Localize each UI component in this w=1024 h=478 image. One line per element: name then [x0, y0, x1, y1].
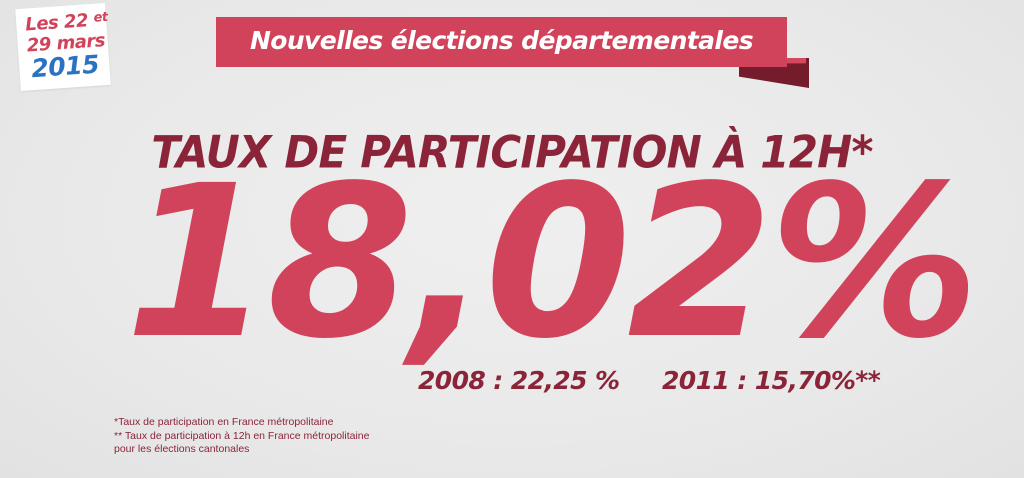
date-badge-year: 2015 [30, 49, 100, 84]
footnotes: *Taux de participation en France métropo… [114, 416, 369, 457]
banner-title: Nouvelles élections départementales [249, 26, 754, 55]
date-badge-line1-small: et [93, 9, 109, 26]
footnote-2: ** Taux de participation à 12h en France… [114, 429, 370, 442]
header-banner: Nouvelles élections départementales [216, 17, 787, 67]
comparison-2008: 2008 : 22,25 % [418, 366, 620, 395]
footnote-3: pour les élections cantonales [114, 443, 250, 455]
comparison-2011: 2011 : 15,70%** [662, 366, 881, 395]
participation-percentage: 18,02% [125, 140, 980, 385]
date-badge: Les 22 et 29 mars 2015 [15, 2, 111, 92]
page-title: TAUX DE PARTICIPATION À 12H* [151, 126, 873, 179]
footnote-1: *Taux de participation en France métropo… [114, 416, 334, 428]
